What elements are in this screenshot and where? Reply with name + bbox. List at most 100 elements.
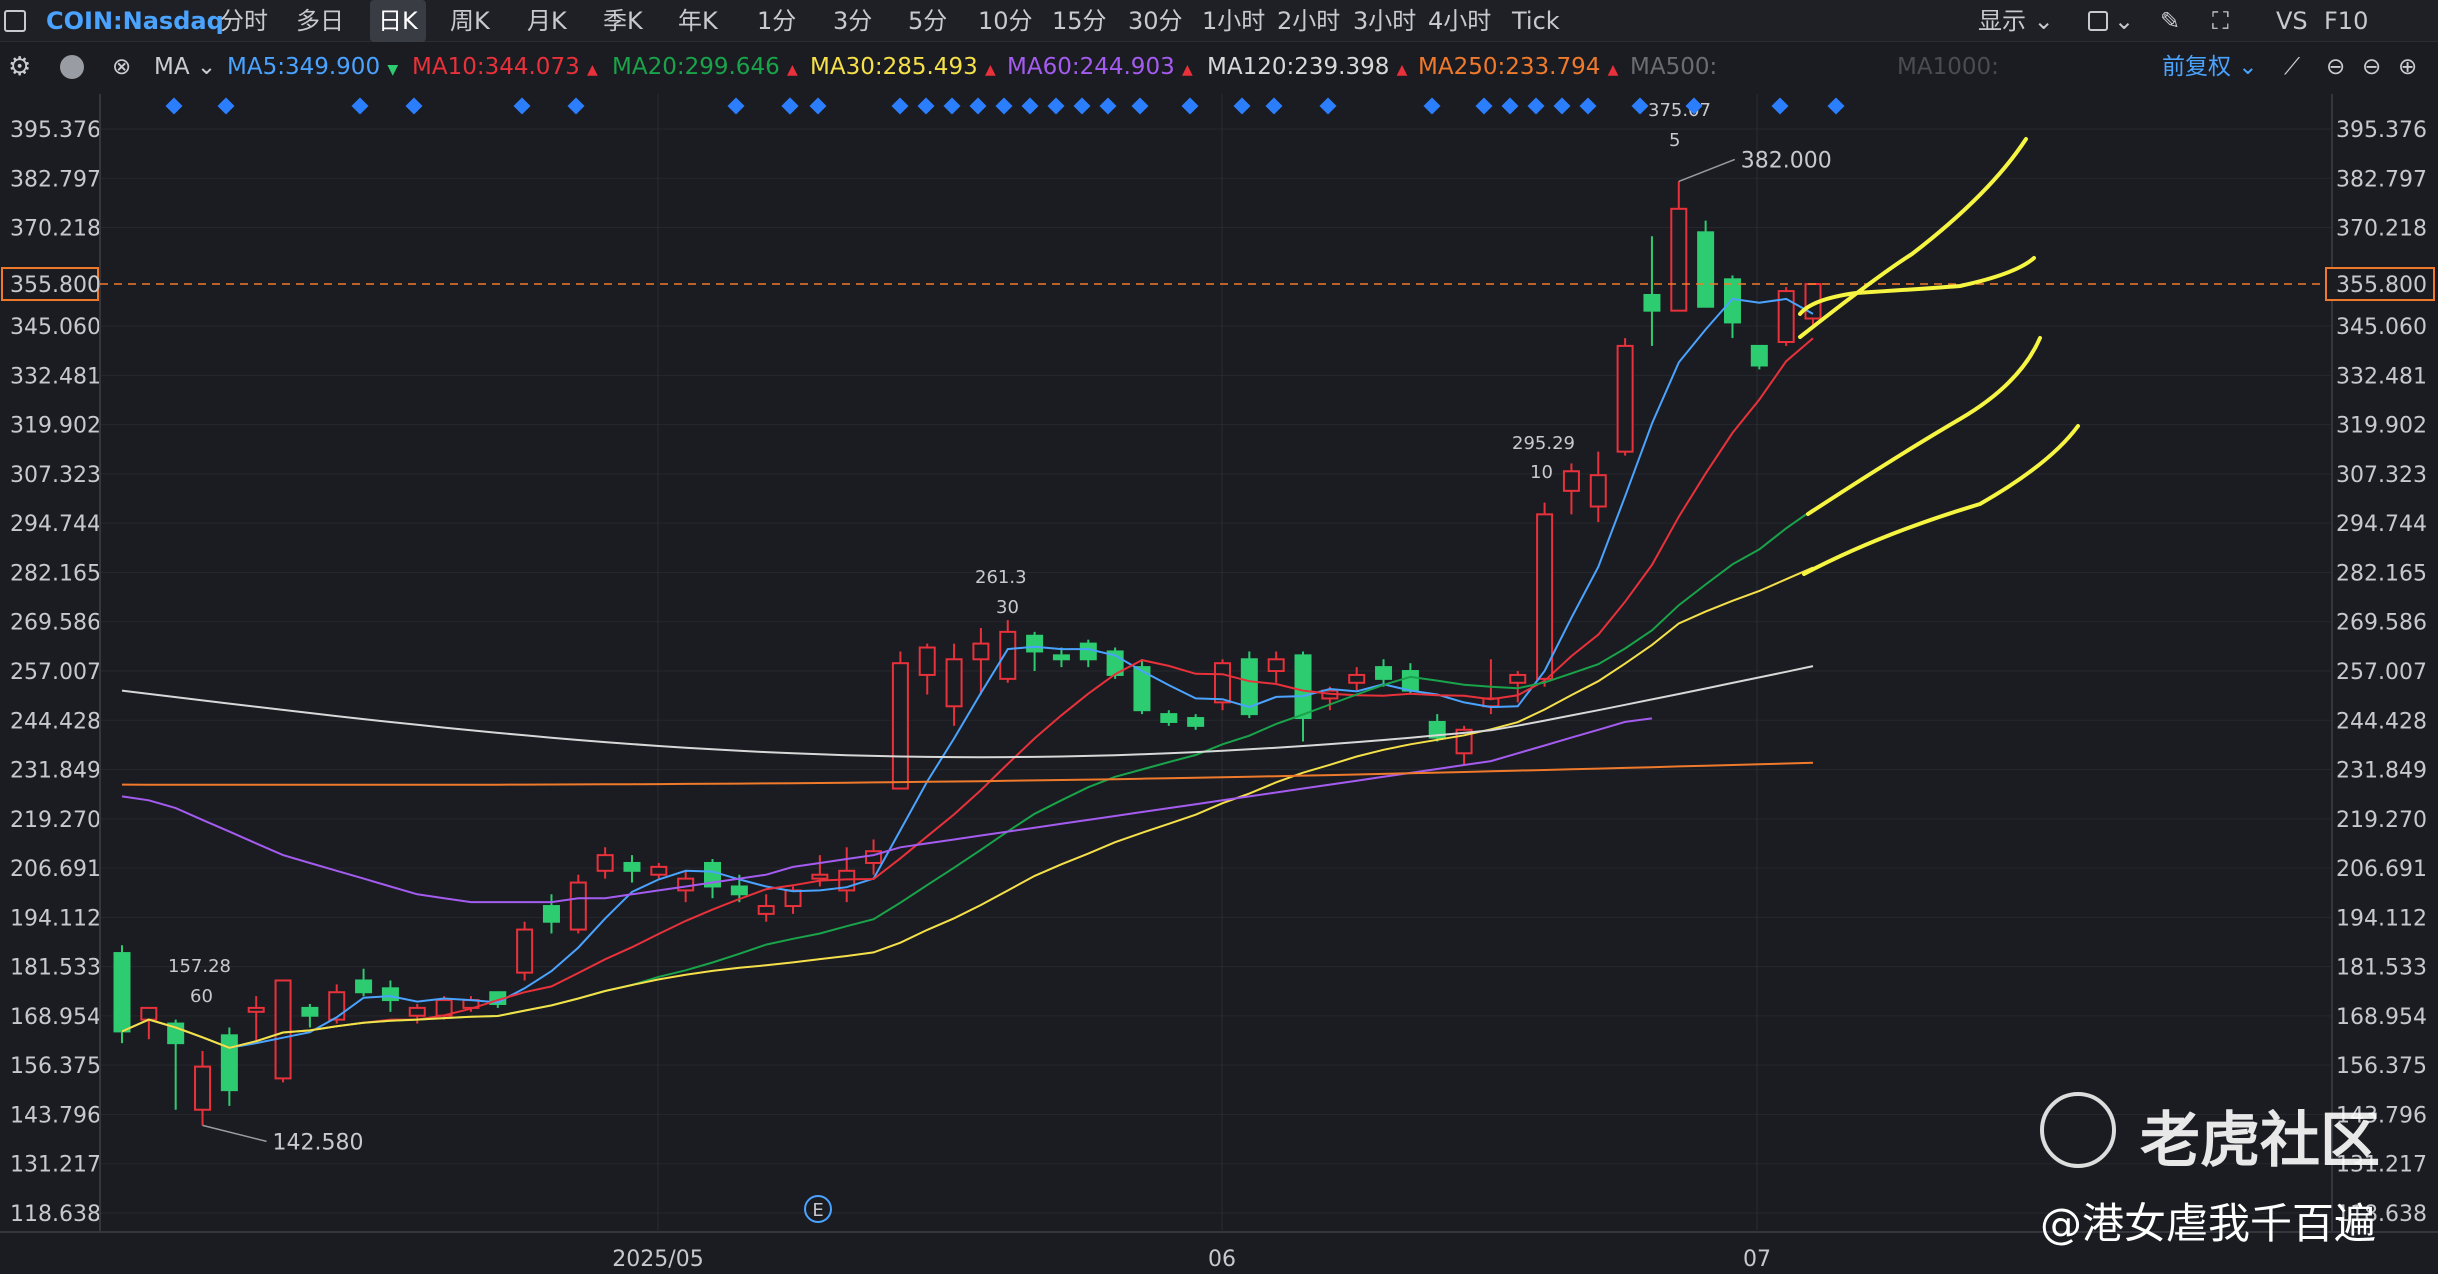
earnings-marker-icon[interactable] <box>804 1195 832 1223</box>
candle-body[interactable] <box>757 905 775 915</box>
ma-legend-item[interactable]: MA30:285.493 ▲ <box>810 54 996 80</box>
ma-legend-item[interactable]: MA250:233.794 ▲ <box>1418 54 1619 80</box>
ma-legend-item[interactable]: MA5:349.900 ▼ <box>227 54 399 80</box>
period-tab[interactable]: 30分 <box>1128 7 1183 35</box>
drawn-trend-curve[interactable] <box>1802 424 2080 576</box>
signal-marker-icon[interactable] <box>969 97 987 115</box>
period-tab[interactable]: 4小时 <box>1428 7 1492 35</box>
draw-pen-icon[interactable]: ✎ <box>2160 7 2181 35</box>
signal-marker-icon[interactable] <box>809 97 827 115</box>
signal-marker-icon[interactable] <box>513 97 531 115</box>
candle-body[interactable] <box>328 991 346 1021</box>
candle-body[interactable] <box>891 662 909 790</box>
signal-marker-icon[interactable] <box>567 97 585 115</box>
candle-body[interactable] <box>220 1034 238 1092</box>
period-tab[interactable]: 15分 <box>1052 7 1107 35</box>
candle-body[interactable] <box>1160 713 1178 723</box>
candle-body[interactable] <box>1670 207 1688 312</box>
candle-body[interactable] <box>1026 634 1044 653</box>
ma-legend-item[interactable]: MA500: <box>1630 54 1718 80</box>
sidebar-toggle-icon[interactable] <box>4 10 26 32</box>
layout-icon[interactable] <box>2088 11 2108 31</box>
period-tab[interactable]: 1小时 <box>1202 7 1266 35</box>
candle-body[interactable] <box>113 952 131 1033</box>
signal-marker-icon[interactable] <box>1233 97 1251 115</box>
signal-marker-icon[interactable] <box>1771 97 1789 115</box>
period-tab[interactable]: 分时 <box>220 7 268 35</box>
period-tab[interactable]: 周K <box>450 7 490 35</box>
signal-marker-icon[interactable] <box>1265 97 1283 115</box>
candle-body[interactable] <box>516 928 534 974</box>
zoom-out-icon[interactable]: ⊖ <box>2326 54 2346 80</box>
period-tab[interactable]: 1分 <box>757 7 797 35</box>
period-tab[interactable]: Tick <box>1512 7 1560 35</box>
signal-marker-icon[interactable] <box>891 97 909 115</box>
candle-body[interactable] <box>1213 662 1231 704</box>
ma-legend-item[interactable]: MA1000: <box>1897 54 1999 80</box>
fullscreen-icon[interactable]: ⛶ <box>2212 7 2229 35</box>
signal-marker-icon[interactable] <box>351 97 369 115</box>
layout-dropdown-icon[interactable]: ⌄ <box>2114 7 2135 35</box>
signal-marker-icon[interactable] <box>1099 97 1117 115</box>
candle-body[interactable] <box>1348 673 1366 684</box>
candle-body[interactable] <box>1562 470 1580 492</box>
period-tab[interactable]: 年K <box>678 7 718 35</box>
candle-body[interactable] <box>194 1065 212 1111</box>
candle-body[interactable] <box>1428 720 1446 739</box>
ma-legend-item[interactable]: MA20:299.646 ▲ <box>612 54 798 80</box>
period-tab[interactable]: 日K <box>370 0 426 42</box>
candle-body[interactable] <box>301 1006 319 1017</box>
indicator-select[interactable]: MA ⌄ <box>154 54 217 80</box>
drawn-trend-curve[interactable] <box>1798 256 2036 316</box>
close-indicator-icon[interactable]: ⊗ <box>112 54 132 80</box>
signal-marker-icon[interactable] <box>1319 97 1337 115</box>
candlestick-chart[interactable]: 395.376 395.376 382.797 382.797 370.218 370.2… <box>0 94 2438 1274</box>
adjust-select[interactable]: 前复权 ⌄ <box>2162 54 2258 80</box>
candle-body[interactable] <box>677 877 695 892</box>
candle-body[interactable] <box>408 1006 426 1017</box>
candle-body[interactable] <box>1240 658 1258 716</box>
candle-body[interactable] <box>596 854 614 872</box>
candle-body[interactable] <box>1375 666 1393 680</box>
signal-marker-icon[interactable] <box>405 97 423 115</box>
candle-body[interactable] <box>1187 717 1205 727</box>
candle-body[interactable] <box>140 1006 158 1021</box>
signal-marker-icon[interactable] <box>1827 97 1845 115</box>
candle-body[interactable] <box>1589 474 1607 508</box>
signal-marker-icon[interactable] <box>1631 97 1649 115</box>
period-tab[interactable]: 3分 <box>833 7 873 35</box>
signal-marker-icon[interactable] <box>1073 97 1091 115</box>
signal-marker-icon[interactable] <box>1021 97 1039 115</box>
candle-body[interactable] <box>1133 666 1151 712</box>
settings-gear-icon[interactable]: ⚙ <box>8 52 32 82</box>
candle-body[interactable] <box>1509 673 1527 684</box>
candle-body[interactable] <box>1777 290 1795 343</box>
candle-body[interactable] <box>569 881 587 931</box>
candle-body[interactable] <box>247 1006 265 1013</box>
zoom-out-alt-icon[interactable]: ⊖ <box>2362 54 2382 80</box>
signal-marker-icon[interactable] <box>1131 97 1149 115</box>
period-tab[interactable]: 5分 <box>908 7 948 35</box>
candle-body[interactable] <box>650 865 668 876</box>
display-menu[interactable]: 显示 ⌄ <box>1978 7 2054 35</box>
signal-marker-icon[interactable] <box>727 97 745 115</box>
candle-body[interactable] <box>1052 654 1070 661</box>
candle-body[interactable] <box>918 646 936 676</box>
signal-marker-icon[interactable] <box>917 97 935 115</box>
candle-body[interactable] <box>623 861 641 872</box>
ruler-icon[interactable]: ⟋ <box>2284 54 2301 80</box>
signal-marker-icon[interactable] <box>781 97 799 115</box>
candle-body[interactable] <box>1401 670 1419 692</box>
signal-marker-icon[interactable] <box>1527 97 1545 115</box>
f10-button[interactable]: F10 <box>2324 7 2369 35</box>
signal-marker-icon[interactable] <box>995 97 1013 115</box>
candle-body[interactable] <box>730 885 748 896</box>
ma-legend-item[interactable]: MA120:239.398 ▲ <box>1207 54 1408 80</box>
zoom-in-icon[interactable]: ⊕ <box>2398 54 2418 80</box>
candle-body[interactable] <box>381 987 399 1002</box>
ma-legend-item[interactable]: MA60:244.903 ▲ <box>1007 54 1193 80</box>
candle-body[interactable] <box>1536 513 1554 680</box>
drawn-trend-curve[interactable] <box>1798 137 2028 339</box>
signal-marker-icon[interactable] <box>165 97 183 115</box>
candle-body[interactable] <box>274 979 292 1080</box>
